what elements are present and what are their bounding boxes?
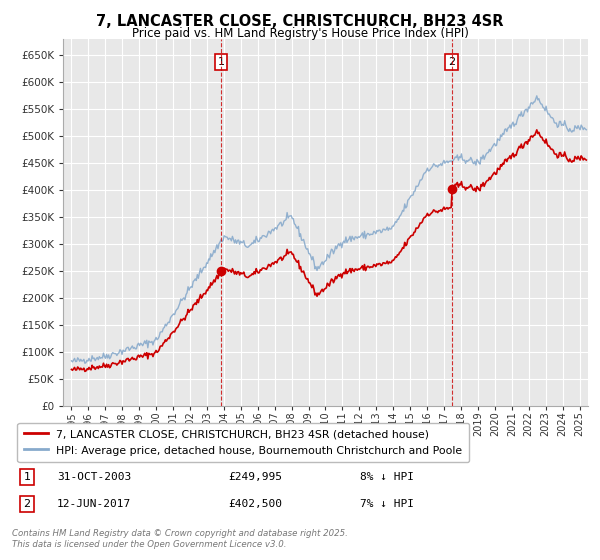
Text: £249,995: £249,995 [228,472,282,482]
Text: £402,500: £402,500 [228,499,282,509]
Text: 8% ↓ HPI: 8% ↓ HPI [360,472,414,482]
Text: 1: 1 [218,57,224,67]
Text: Contains HM Land Registry data © Crown copyright and database right 2025.
This d: Contains HM Land Registry data © Crown c… [12,529,348,549]
Text: 7, LANCASTER CLOSE, CHRISTCHURCH, BH23 4SR: 7, LANCASTER CLOSE, CHRISTCHURCH, BH23 4… [96,14,504,29]
Text: 2: 2 [23,499,31,509]
Text: 1: 1 [23,472,31,482]
Text: 31-OCT-2003: 31-OCT-2003 [57,472,131,482]
Legend: 7, LANCASTER CLOSE, CHRISTCHURCH, BH23 4SR (detached house), HPI: Average price,: 7, LANCASTER CLOSE, CHRISTCHURCH, BH23 4… [17,423,469,462]
Text: Price paid vs. HM Land Registry's House Price Index (HPI): Price paid vs. HM Land Registry's House … [131,27,469,40]
Text: 7% ↓ HPI: 7% ↓ HPI [360,499,414,509]
Text: 12-JUN-2017: 12-JUN-2017 [57,499,131,509]
Text: 2: 2 [448,57,455,67]
